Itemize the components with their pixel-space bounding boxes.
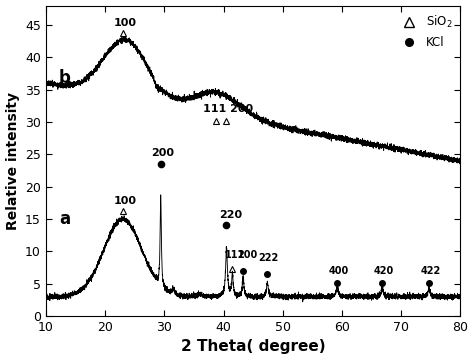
Text: 111: 111 [225, 250, 245, 260]
Text: 111 200: 111 200 [203, 104, 253, 114]
Text: 422: 422 [420, 266, 440, 276]
Text: 222: 222 [258, 253, 278, 263]
Text: a: a [59, 210, 70, 228]
Text: 100: 100 [114, 18, 137, 28]
Text: 200: 200 [237, 250, 257, 260]
Text: 420: 420 [374, 266, 393, 276]
Text: 100: 100 [114, 196, 137, 206]
Y-axis label: Relative intensity: Relative intensity [6, 92, 19, 230]
Text: b: b [59, 69, 71, 87]
Legend: SiO$_2$, KCl: SiO$_2$, KCl [392, 9, 457, 54]
Text: 200: 200 [151, 148, 174, 158]
Text: 220: 220 [219, 210, 242, 220]
Text: 400: 400 [329, 266, 349, 276]
X-axis label: 2 Theta( degree): 2 Theta( degree) [181, 339, 326, 355]
